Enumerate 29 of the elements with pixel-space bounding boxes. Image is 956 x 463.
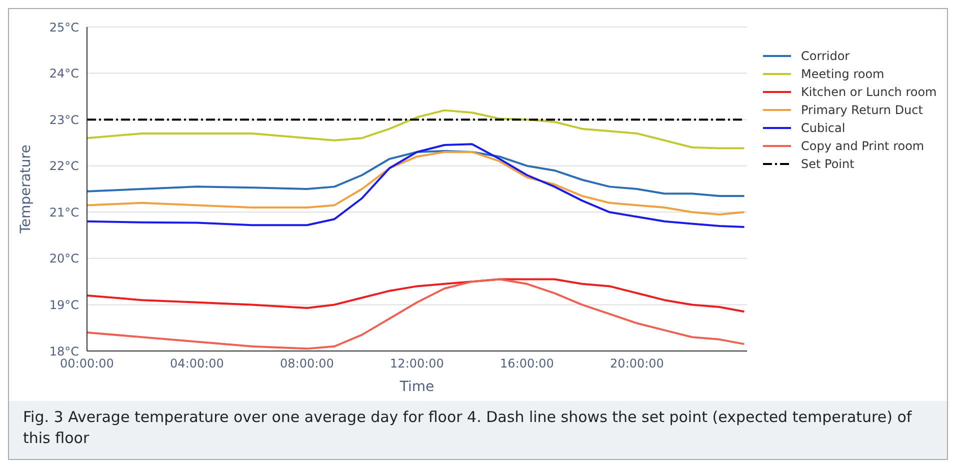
legend-label: Set Point [801, 157, 854, 171]
x-tick-label: 00:00:00 [60, 356, 114, 371]
y-tick-label: 20°C [49, 252, 79, 266]
y-tick-label: 19°C [49, 298, 79, 312]
y-tick-label: 22°C [49, 159, 79, 174]
line-series [87, 143, 746, 228]
y-tick-label: 23°C [49, 112, 79, 127]
legend-label: Kitchen or Lunch room [801, 85, 937, 99]
y-tick-label: 24°C [49, 66, 79, 81]
legend-label: Corridor [801, 49, 850, 63]
legend-label: Copy and Print room [801, 139, 924, 153]
legend-label: Primary Return Duct [801, 103, 923, 117]
x-axis-title: Time [398, 379, 434, 395]
x-tick-label: 16:00:00 [500, 356, 554, 371]
y-tick-label: 18°C [49, 344, 79, 358]
legend-label: Cubical [801, 121, 846, 135]
x-tick-label: 04:00:00 [170, 356, 224, 371]
line-series [87, 278, 746, 313]
x-tick-label: 08:00:00 [280, 356, 334, 371]
x-tick-label: 20:00:00 [610, 356, 664, 371]
x-tick-label: 12:00:00 [390, 356, 444, 371]
y-axis-title: Temperature [18, 144, 34, 234]
caption: Fig. 3 Average temperature over one average day for floor 4. Dash line shows the set point (expected temperature) of this floor [9, 401, 947, 459]
line-series [87, 150, 746, 197]
legend-label: Meeting room [801, 67, 884, 81]
line-series [87, 150, 746, 216]
line-series [87, 109, 746, 150]
y-tick-label: 25°C [49, 20, 79, 34]
y-tick-label: 21°C [49, 205, 79, 220]
